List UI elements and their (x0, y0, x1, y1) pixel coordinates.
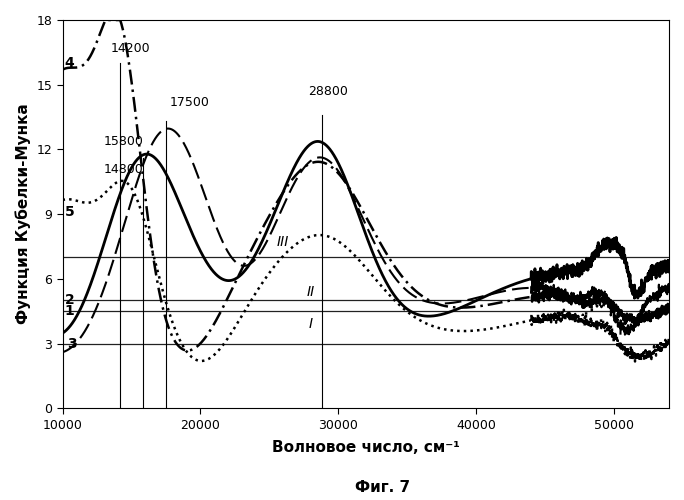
Text: 28800: 28800 (308, 86, 347, 98)
Text: II: II (306, 285, 315, 299)
Text: 14200: 14200 (111, 42, 150, 56)
Text: 2: 2 (65, 294, 75, 308)
Text: 17500: 17500 (170, 96, 210, 110)
X-axis label: Волновое число, см⁻¹: Волновое число, см⁻¹ (272, 440, 460, 455)
Text: 15800: 15800 (104, 135, 144, 148)
Text: 4: 4 (65, 56, 75, 70)
Y-axis label: Функция Кубелки-Мунка: Функция Кубелки-Мунка (15, 104, 31, 324)
Text: 3: 3 (67, 336, 77, 350)
Text: 14800: 14800 (104, 163, 144, 176)
Text: I: I (308, 318, 313, 332)
Text: 1: 1 (65, 304, 75, 318)
Text: Фиг. 7: Фиг. 7 (356, 480, 410, 495)
Text: 5: 5 (65, 205, 75, 219)
Text: III: III (277, 236, 289, 250)
